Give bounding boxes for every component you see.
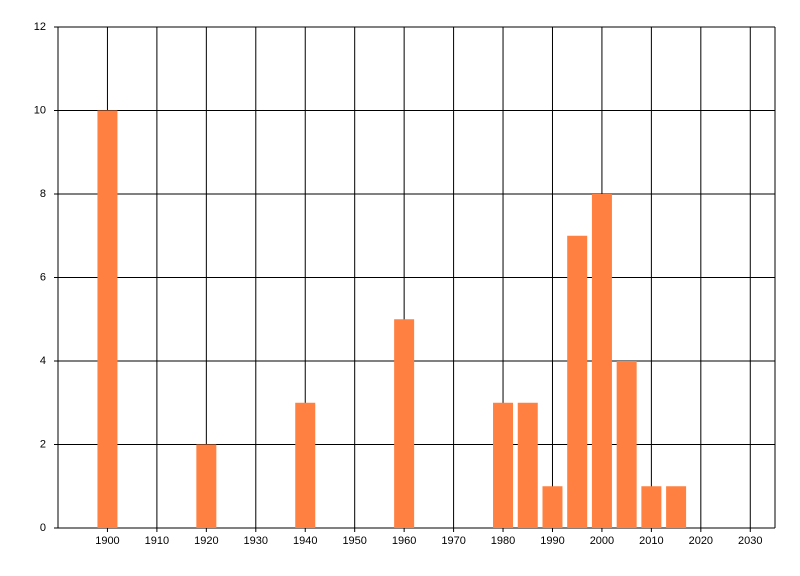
x-tick-label: 1990 [540,535,564,547]
y-tick-label: 4 [40,355,46,367]
bar [666,486,687,528]
bar [542,486,563,528]
y-tick-label: 10 [34,104,46,116]
bar [641,486,662,528]
x-tick-label: 2000 [590,535,614,547]
y-tick-label: 6 [40,271,46,283]
x-tick-label: 1900 [95,535,119,547]
bar [517,402,538,528]
x-tick-label: 1910 [145,535,169,547]
y-tick-label: 12 [34,21,46,33]
x-tick-label: 2020 [689,535,713,547]
x-tick-label: 1930 [244,535,268,547]
x-tick-label: 1940 [293,535,317,547]
bar [591,194,612,528]
bar [97,110,118,528]
x-tick-label: 2030 [738,535,762,547]
x-tick-label: 1920 [194,535,218,547]
bar [196,444,217,528]
x-tick-label: 1980 [491,535,515,547]
x-tick-label: 2010 [639,535,663,547]
y-tick-label: 0 [40,522,46,534]
y-tick-label: 2 [40,438,46,450]
bar [493,402,514,528]
y-tick-label: 8 [40,188,46,200]
x-tick-label: 1950 [342,535,366,547]
bar [567,235,588,528]
bar [295,402,316,528]
x-tick-label: 1960 [392,535,416,547]
bar [394,319,415,528]
x-tick-label: 1970 [441,535,465,547]
bar [616,361,637,528]
